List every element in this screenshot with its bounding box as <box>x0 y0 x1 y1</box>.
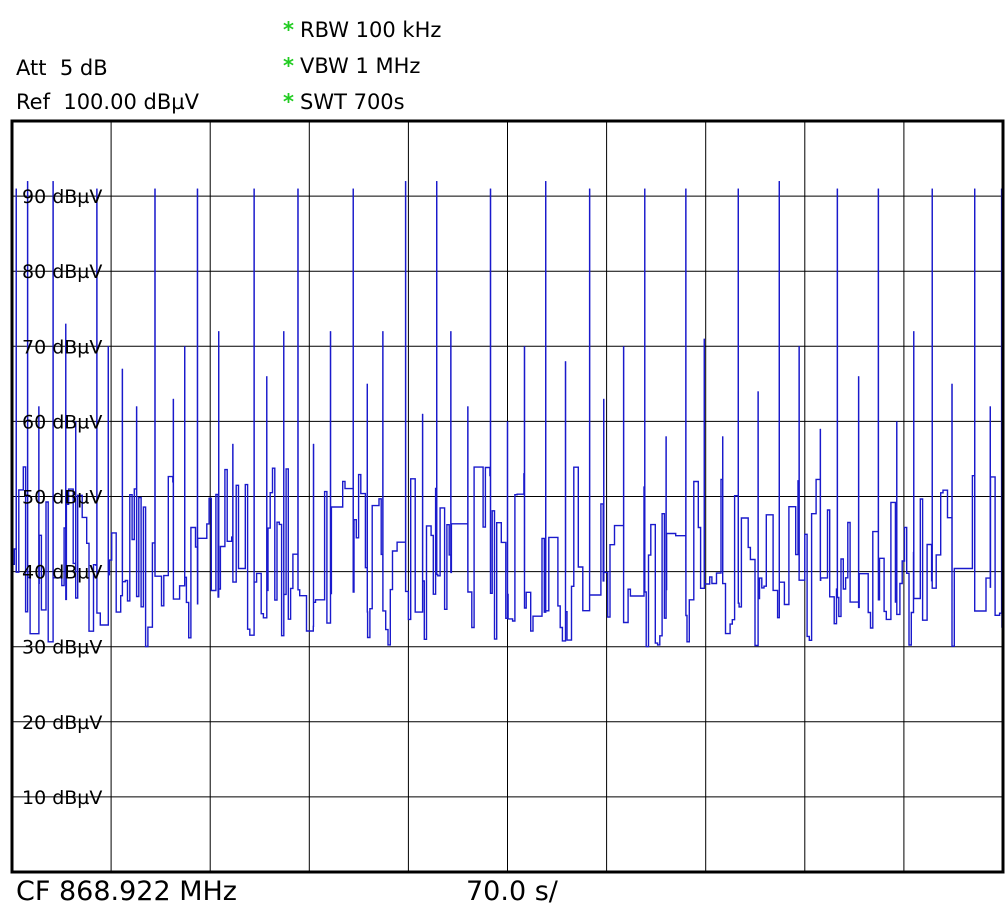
att-label: Att <box>16 56 47 80</box>
vbw-value: VBW 1 MHz <box>299 54 421 78</box>
att-value: 5 dB <box>59 56 108 80</box>
trace-line <box>12 181 1003 648</box>
y-tick-label: 30 dBµV <box>22 637 102 659</box>
ref-value: 100.00 dBµV <box>63 90 199 114</box>
rbw-setting: * RBW 100 kHz <box>283 20 441 41</box>
modified-marker: * <box>283 90 294 114</box>
rbw-value: RBW 100 kHz <box>299 18 442 42</box>
vbw-setting: * VBW 1 MHz <box>283 56 420 77</box>
swt-value: SWT 700s <box>299 90 405 114</box>
modified-marker: * <box>283 18 294 42</box>
y-tick-label: 80 dBµV <box>22 261 102 283</box>
plot-frame <box>10 119 1005 874</box>
y-tick-label: 40 dBµV <box>22 562 102 584</box>
trace-layer <box>12 181 1003 648</box>
attenuation-setting: Att 5 dB <box>16 58 108 79</box>
y-axis-labels: 90 dBµV 80 dBµV 70 dBµV 60 dBµV 50 dBµV 40 dB… <box>22 186 102 809</box>
modified-marker: * <box>283 54 294 78</box>
ref-label: Ref <box>16 90 50 114</box>
y-tick-label: 20 dBµV <box>22 712 102 734</box>
sweep-time-setting: * SWT 700s <box>283 92 405 113</box>
center-frequency: CF 868.922 MHz <box>16 876 237 907</box>
y-tick-label: 60 dBµV <box>22 411 102 433</box>
y-tick-label: 50 dBµV <box>22 487 102 509</box>
time-per-division: 70.0 s/ <box>466 876 558 907</box>
y-tick-label: 90 dBµV <box>22 186 102 208</box>
reference-level-setting: Ref 100.00 dBµV <box>16 92 199 113</box>
y-tick-label: 10 dBµV <box>22 787 102 809</box>
y-tick-label: 70 dBµV <box>22 336 102 358</box>
